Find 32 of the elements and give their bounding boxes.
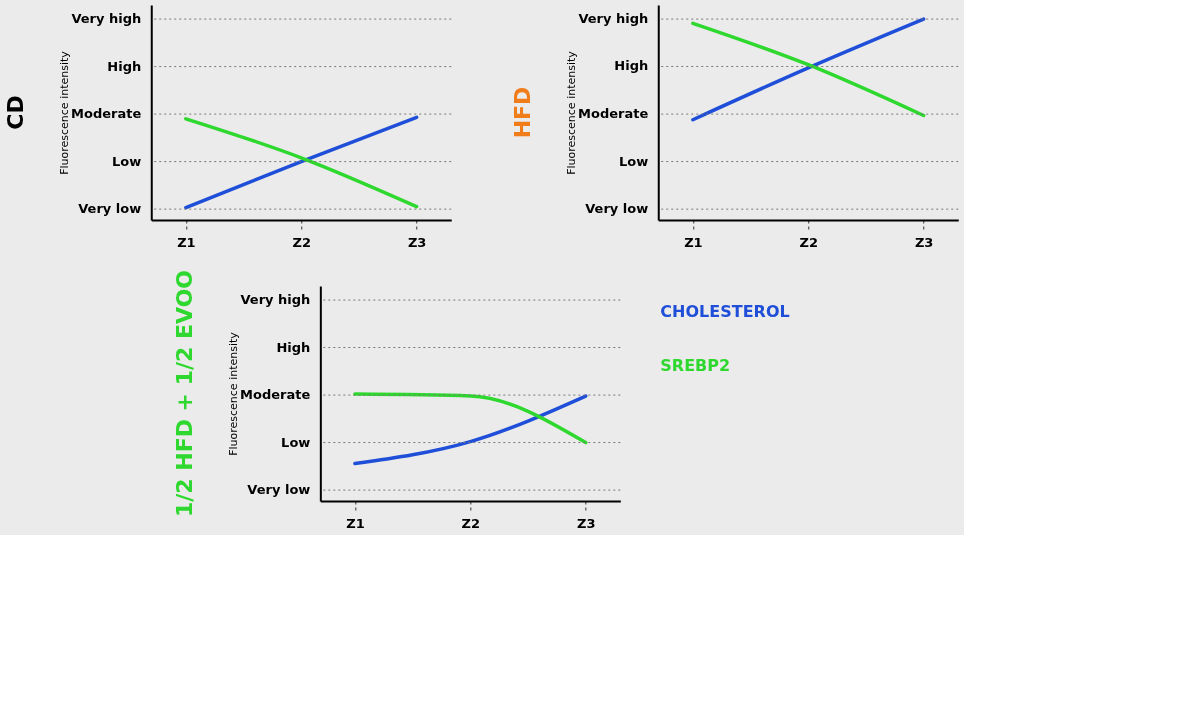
text: HFD bbox=[510, 86, 536, 139]
ref-line-label: High bbox=[276, 339, 311, 355]
ref-line-label: Moderate bbox=[71, 106, 142, 122]
ref-line-label: Very low bbox=[247, 482, 311, 498]
ref-line-label: Very low bbox=[585, 201, 649, 217]
ref-line-label: Very low bbox=[78, 201, 142, 217]
ref-line-label: Moderate bbox=[240, 387, 311, 403]
x-tick-label: Z3 bbox=[914, 234, 934, 250]
ref-line-label: Moderate bbox=[578, 106, 649, 122]
x-tick-label: Z2 bbox=[799, 234, 818, 250]
x-tick-label: Z2 bbox=[292, 234, 311, 250]
text: CHOLESTEROL bbox=[660, 301, 790, 321]
chart-title: 1/2 HFD + 1/2 EVOO bbox=[172, 269, 198, 518]
text: SREBP2 bbox=[660, 355, 731, 375]
ref-line-label: High bbox=[107, 58, 142, 74]
x-tick-label: Z1 bbox=[346, 515, 365, 531]
y-axis-title: Fluorescence intensity bbox=[564, 50, 578, 175]
x-tick-label: Z3 bbox=[576, 515, 596, 531]
ref-line-label: Very high bbox=[578, 11, 649, 27]
x-tick-label: Z1 bbox=[684, 234, 703, 250]
x-tick-label: Z3 bbox=[407, 234, 427, 250]
ref-line-label: Very high bbox=[240, 292, 311, 308]
chart-title: CD bbox=[3, 95, 29, 130]
y-axis-title: Fluorescence intensity bbox=[226, 331, 240, 456]
ref-line-label: High bbox=[614, 58, 649, 74]
y-axis-title: Fluorescence intensity bbox=[57, 50, 71, 175]
ref-line-label: Low bbox=[619, 153, 649, 169]
ref-line-label: Low bbox=[281, 434, 311, 450]
ref-line-label: Very high bbox=[71, 11, 142, 27]
ref-line-label: Low bbox=[112, 153, 142, 169]
x-tick-label: Z2 bbox=[461, 515, 481, 531]
x-tick-label: Z1 bbox=[177, 234, 196, 250]
